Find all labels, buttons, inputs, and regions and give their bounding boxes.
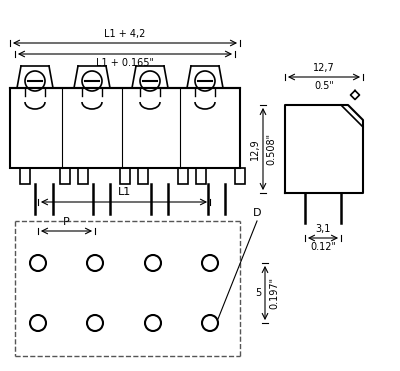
Bar <box>235 168 245 184</box>
Text: 3,1: 3,1 <box>315 224 331 234</box>
Text: 5: 5 <box>255 288 261 298</box>
Text: 12,9: 12,9 <box>250 138 260 160</box>
Bar <box>10 88 240 168</box>
Bar <box>178 168 188 184</box>
Text: 0.12": 0.12" <box>310 242 336 252</box>
Text: 0.508": 0.508" <box>266 133 276 165</box>
Text: 0.197": 0.197" <box>269 277 279 309</box>
Bar <box>120 168 130 184</box>
Text: L1 + 4,2: L1 + 4,2 <box>104 29 146 39</box>
Text: 0.5": 0.5" <box>314 81 334 91</box>
Text: 12,7: 12,7 <box>313 63 335 73</box>
Text: P: P <box>63 217 70 227</box>
Text: D: D <box>253 208 261 218</box>
Bar <box>60 168 70 184</box>
Text: L1: L1 <box>117 187 131 197</box>
Bar <box>78 168 88 184</box>
Text: L1 + 0.165": L1 + 0.165" <box>96 58 154 68</box>
Bar <box>138 168 148 184</box>
Bar <box>20 168 30 184</box>
Bar <box>196 168 206 184</box>
